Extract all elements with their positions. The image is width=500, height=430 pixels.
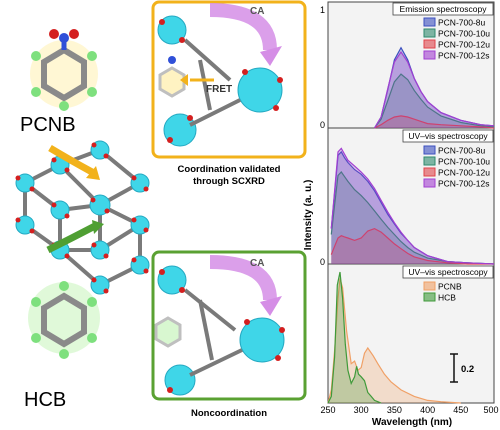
bottom-panel-structure: [154, 255, 285, 396]
series-area-pcn-700-10u: [374, 74, 494, 128]
legend-label-pcn-700-10u: PCN-700-10u: [438, 157, 490, 167]
series-area-pcn-700-12u: [374, 115, 494, 128]
scale-bar: 0.2: [450, 353, 474, 383]
spectra-chart: Intensity (a. u.) 1 0 0 250 300 350 400 450 5…: [303, 1, 499, 428]
x-tick-label: 450: [453, 405, 468, 415]
panel2-title: UV–vis spectroscopy: [408, 131, 488, 141]
x-tick-label: 400: [420, 405, 435, 415]
yellow-arrow-icon: [48, 144, 94, 176]
top-caption-line2: through SCXRD: [193, 176, 265, 187]
series-line-hcb: [327, 271, 382, 404]
legend-swatch-hcb: [423, 292, 436, 302]
series-line-pcnb: [327, 278, 461, 404]
legend-swatch-pcn-700-12u: [423, 167, 436, 177]
legend-label-pcn-700-10u: PCN-700-10u: [438, 29, 490, 39]
pcnb-label: PCNB: [20, 114, 76, 136]
hcb-molecule: [28, 281, 100, 359]
series-area-pcn-700-8u: [331, 151, 494, 264]
series-area-hcb: [328, 272, 382, 403]
panel-uvvis-molecules: [327, 263, 495, 404]
fret-label: FRET: [206, 84, 232, 95]
legend-label-pcnb: PCNB: [438, 282, 462, 292]
series-area-pcn-700-8u: [374, 47, 494, 129]
panel-uvvis-pcn: [327, 127, 495, 265]
legend-swatch-pcn-700-10u: [423, 156, 436, 166]
series-area-pcnb: [328, 278, 461, 403]
x-tick-label: 500: [483, 405, 498, 415]
legend-swatch-pcnb: [423, 281, 436, 291]
series-area-pcn-700-10u: [331, 172, 494, 264]
y-tick-mid: 0: [320, 120, 325, 130]
top-ca-label: CA: [250, 6, 264, 17]
legend-swatch-pcn-700-12s: [423, 178, 436, 188]
y-tick-low: 0: [320, 257, 325, 267]
legend-label-pcn-700-12u: PCN-700-12u: [438, 168, 490, 178]
legend-swatch-pcn-700-12s: [423, 50, 436, 60]
legend-label-hcb: HCB: [438, 293, 456, 303]
series-line-pcn-700-12s: [330, 147, 495, 265]
legend-swatch-pcn-700-10u: [423, 28, 436, 38]
series-area-pcn-700-12s: [374, 52, 494, 128]
series-area-pcn-700-12s: [331, 148, 494, 264]
panel3-title: UV–vis spectroscopy: [408, 267, 488, 277]
legend-label-pcn-700-12u: PCN-700-12u: [438, 40, 490, 50]
series-layer: [327, 46, 495, 404]
green-arrow-icon: [46, 222, 97, 254]
panel1-title: Emission spectroscopy: [400, 4, 488, 14]
series-area-pcn-700-12u: [331, 228, 494, 264]
left-schematic: PCNB: [15, 29, 150, 411]
top-caption-line1: Coordination validated: [178, 164, 281, 175]
x-axis-label: Wavelength (nm): [372, 417, 452, 428]
panel-emission: [327, 1, 495, 129]
bottom-ca-label: CA: [250, 258, 264, 269]
scale-bar-label: 0.2: [461, 364, 474, 375]
legend-swatch-pcn-700-8u: [423, 145, 436, 155]
series-line-pcn-700-12s: [373, 51, 495, 129]
legend-label-pcn-700-8u: PCN-700-8u: [438, 146, 486, 156]
legend-label-pcn-700-8u: PCN-700-8u: [438, 18, 486, 28]
y-axis-label: Intensity (a. u.): [303, 180, 314, 251]
hcb-label: HCB: [24, 389, 66, 411]
series-line-pcn-700-12u: [330, 227, 494, 265]
x-tick-label: 250: [320, 405, 335, 415]
legend-swatch-pcn-700-8u: [423, 17, 436, 27]
x-tick-label: 350: [387, 405, 402, 415]
legend-label-pcn-700-12s: PCN-700-12s: [438, 51, 490, 61]
top-panel-structure: [157, 3, 283, 147]
bottom-caption: Noncoordination: [191, 408, 267, 419]
pcnb-molecule: [30, 29, 98, 111]
legend-swatch-pcn-700-12u: [423, 39, 436, 49]
x-tick-label: 300: [354, 405, 369, 415]
series-line-pcn-700-10u: [374, 73, 495, 129]
y-tick-top: 1: [320, 5, 325, 15]
legend-layer: PCN-700-8uPCN-700-10uPCN-700-12uPCN-700-…: [423, 17, 490, 303]
series-line-pcn-700-12u: [374, 115, 495, 129]
legend-label-pcn-700-12s: PCN-700-12s: [438, 179, 490, 189]
middle-panels: CA FRET Coordination validated through S…: [151, 0, 307, 419]
series-line-pcn-700-10u: [330, 171, 495, 265]
